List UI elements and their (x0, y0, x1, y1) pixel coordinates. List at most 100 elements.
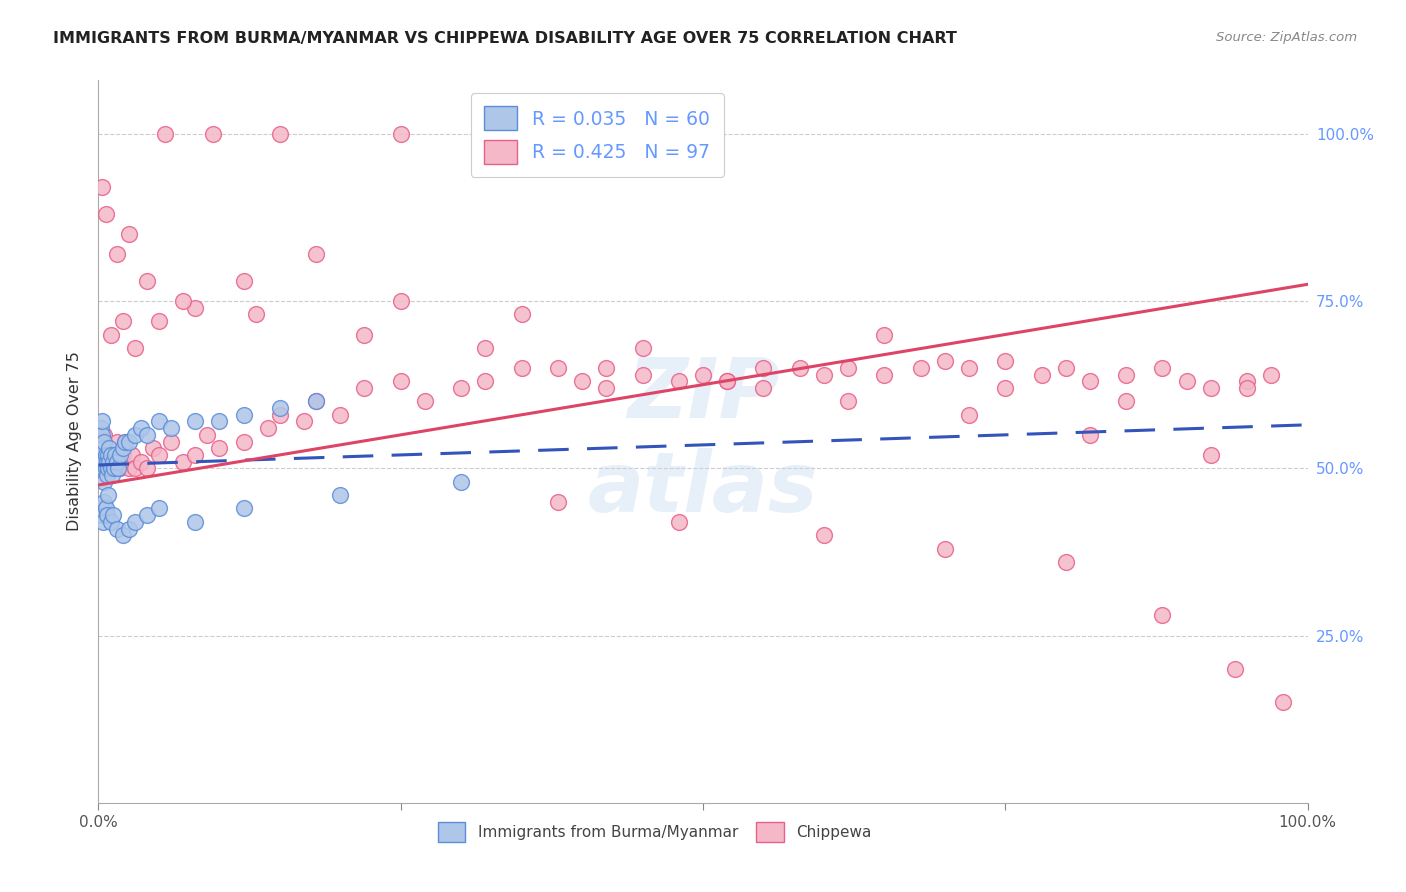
Point (994, 381, 1017, 395)
Point (450, 381, 472, 395)
Point (510, 361, 533, 376)
Point (631, 368, 654, 382)
Point (96, 508, 118, 523)
Point (124, 461, 146, 475)
Point (1199, 381, 1222, 395)
Point (93, 427, 115, 442)
Point (94, 501, 117, 516)
Point (789, 361, 811, 376)
Point (474, 341, 496, 355)
Point (100, 467, 122, 482)
Point (93, 455, 115, 469)
Point (450, 475, 472, 489)
Point (873, 368, 896, 382)
Point (118, 227, 141, 242)
Point (510, 307, 533, 322)
Point (160, 434, 183, 449)
Point (957, 361, 980, 376)
Point (934, 354, 956, 368)
Point (1115, 394, 1137, 409)
Point (100, 448, 122, 462)
Point (934, 541, 956, 556)
Point (90, 501, 112, 516)
Point (994, 354, 1017, 368)
Point (910, 361, 932, 376)
Point (97, 461, 120, 475)
Point (1054, 555, 1077, 569)
Point (108, 461, 131, 475)
Point (90, 434, 112, 449)
Point (256, 421, 278, 435)
Point (91, 515, 114, 529)
Point (105, 521, 128, 535)
Point (305, 394, 328, 409)
Point (1078, 375, 1101, 389)
Point (547, 361, 569, 376)
Point (1236, 375, 1258, 389)
Point (101, 455, 124, 469)
Point (96, 455, 118, 469)
Point (305, 247, 328, 261)
Point (93, 434, 115, 449)
Point (114, 434, 136, 449)
Point (100, 327, 122, 342)
Point (245, 307, 267, 322)
Point (103, 461, 125, 475)
Point (129, 455, 152, 469)
Point (1054, 361, 1077, 376)
Point (595, 361, 617, 376)
Point (1175, 375, 1198, 389)
Point (692, 368, 714, 382)
Point (1260, 368, 1282, 382)
Point (813, 368, 835, 382)
Point (100, 448, 122, 462)
Point (837, 361, 859, 376)
Point (184, 448, 207, 462)
Point (292, 414, 315, 429)
Point (668, 515, 690, 529)
Point (389, 127, 412, 141)
Point (571, 375, 593, 389)
Point (148, 414, 170, 429)
Point (329, 488, 352, 502)
Point (107, 461, 129, 475)
Point (595, 381, 617, 395)
Point (305, 394, 328, 409)
Point (837, 394, 859, 409)
Point (547, 494, 569, 508)
Point (1152, 608, 1174, 623)
Point (1223, 662, 1246, 676)
Point (957, 408, 980, 422)
Point (105, 455, 128, 469)
Point (118, 521, 141, 535)
Text: ZIP
atlas: ZIP atlas (588, 354, 818, 529)
Point (148, 501, 170, 516)
Point (105, 434, 128, 449)
Point (91, 442, 114, 455)
Point (269, 401, 291, 416)
Point (135, 274, 157, 288)
Point (118, 434, 141, 449)
Point (111, 528, 134, 542)
Point (1272, 696, 1295, 710)
Point (195, 427, 218, 442)
Point (91, 414, 114, 429)
Point (93, 475, 115, 489)
Point (108, 448, 131, 462)
Point (389, 375, 412, 389)
Point (232, 408, 254, 422)
Point (105, 247, 128, 261)
Text: Source: ZipAtlas.com: Source: ZipAtlas.com (1216, 31, 1357, 45)
Point (208, 414, 231, 429)
Point (98, 455, 121, 469)
Point (1115, 368, 1137, 382)
Point (89, 455, 111, 469)
Point (1031, 368, 1053, 382)
Point (96, 467, 118, 482)
Point (111, 448, 134, 462)
Point (413, 394, 436, 409)
Point (184, 414, 207, 429)
Point (232, 274, 254, 288)
Point (172, 455, 194, 469)
Point (98, 442, 121, 455)
